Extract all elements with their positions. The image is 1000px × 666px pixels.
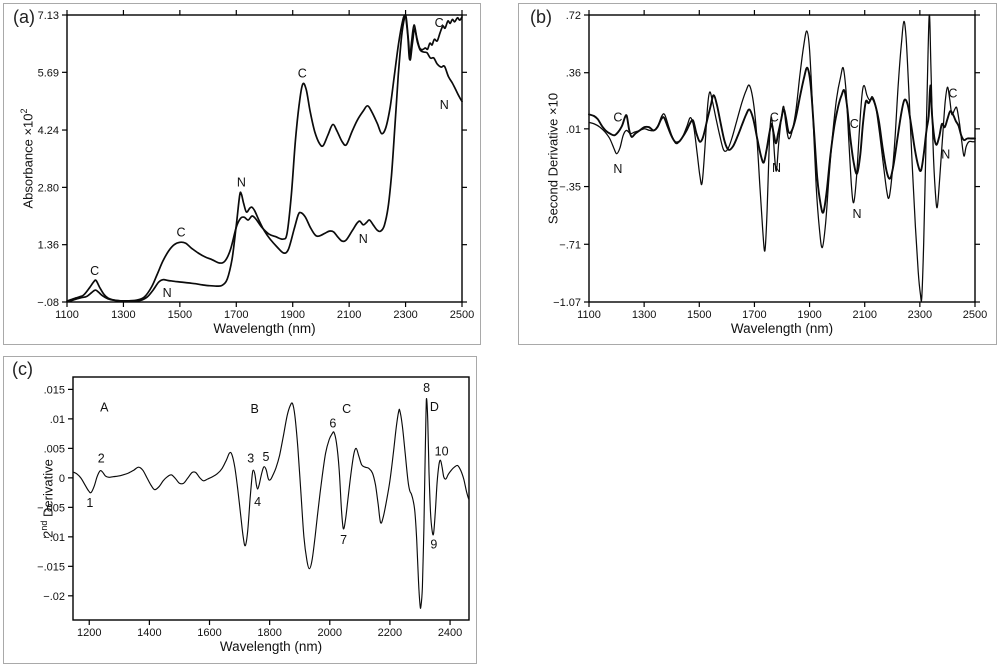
x-tick-label: 1800 — [257, 627, 281, 639]
x-tick-label: 1900 — [797, 309, 821, 321]
annotation-B: B — [250, 402, 258, 416]
x-tick-label: 2300 — [908, 309, 932, 321]
y-tick-label: 5.69 — [38, 67, 59, 79]
plot-frame — [72, 376, 470, 621]
annotation-N: N — [772, 161, 781, 175]
curve-spectrum — [72, 397, 470, 609]
x-tick-label: 1700 — [742, 309, 766, 321]
curve-C — [588, 66, 976, 214]
panel-a-plot: 1100 1300 1500 1700 1900 2100 2300 2500 7.13 5.69… — [37, 10, 474, 321]
panel-a: (a) Absorbance ×102 1100 1300 1500 1700 1900… — [3, 3, 481, 345]
x-tick-label: 1300 — [111, 309, 135, 321]
annotation-N: N — [237, 176, 246, 190]
x-tick-label: 1100 — [577, 309, 601, 321]
panel-c-letter: (c) — [12, 359, 33, 379]
y-tick-label: .015 — [44, 384, 65, 396]
y-tick-label: .005 — [44, 443, 65, 455]
plot-frame — [66, 14, 463, 303]
y-tick-label: .72 — [566, 10, 581, 22]
annotation-C: C — [948, 87, 957, 101]
panel-b-letter: (b) — [530, 7, 552, 27]
panel-b-x-axis-title: Wavelength (nm) — [730, 321, 834, 336]
panel-b: (b) Second Derivative ×10 1100 1300 1500 17… — [518, 3, 997, 345]
annotation-N: N — [163, 286, 172, 300]
x-tick-label: 2200 — [378, 627, 402, 639]
y-tick-label: 0 — [59, 473, 65, 485]
annotation-C: C — [298, 67, 307, 81]
annotation-D: D — [430, 400, 439, 414]
annotation-C: C — [435, 16, 444, 30]
x-tick-label: 1300 — [632, 309, 656, 321]
annotation-2: 2 — [98, 451, 105, 465]
annotation-C: C — [770, 111, 779, 125]
y-tick-label: 2.80 — [38, 182, 59, 194]
x-tick-label: 1100 — [55, 309, 79, 321]
annotation-N: N — [941, 147, 950, 161]
annotation-4: 4 — [254, 495, 261, 509]
annotation-N: N — [440, 98, 449, 112]
annotation-7: 7 — [340, 533, 347, 547]
x-tick-label: 1400 — [137, 627, 161, 639]
annotation-C: C — [613, 111, 622, 125]
x-tick-label: 2100 — [852, 309, 876, 321]
panel-a-x-axis-title: Wavelength (nm) — [213, 321, 316, 336]
annotation-9: 9 — [430, 538, 437, 552]
x-tick-label: 1700 — [224, 309, 248, 321]
annotation-10: 10 — [435, 444, 449, 458]
x-tick-label: 2000 — [318, 627, 342, 639]
y-tick-label: .01 — [50, 414, 65, 426]
y-tick-label: −.71 — [559, 239, 581, 251]
x-tick-label: 2100 — [337, 309, 361, 321]
panel-b-plot: 1100 1300 1500 1700 1900 2100 2300 2500 .72 .36 .0… — [553, 10, 987, 321]
x-tick-label: 2400 — [438, 627, 462, 639]
annotation-C: C — [850, 117, 859, 131]
curve-C — [66, 14, 463, 303]
x-tick-label: 1900 — [280, 309, 304, 321]
y-tick-label: .01 — [566, 124, 581, 136]
annotation-3: 3 — [247, 451, 254, 465]
y-tick-label: 7.13 — [38, 10, 59, 22]
annotation-N: N — [613, 162, 622, 176]
x-tick-label: 1600 — [197, 627, 221, 639]
annotation-8: 8 — [423, 381, 430, 395]
y-tick-label: −.005 — [37, 502, 65, 514]
y-tick-label: −1.07 — [553, 297, 581, 309]
annotation-C: C — [176, 226, 185, 240]
annotation-N: N — [852, 207, 861, 221]
annotation-C: C — [90, 264, 99, 278]
annotation-5: 5 — [263, 450, 270, 464]
y-tick-label: .36 — [566, 68, 581, 80]
x-tick-label: 1500 — [687, 309, 711, 321]
annotation-1: 1 — [86, 496, 93, 510]
y-tick-label: −.35 — [559, 182, 581, 194]
y-tick-label: 4.24 — [38, 125, 59, 137]
y-tick-label: −.08 — [37, 297, 59, 309]
curve-N — [66, 14, 463, 303]
x-tick-label: 2500 — [450, 309, 474, 321]
x-tick-label: 2300 — [393, 309, 417, 321]
y-tick-label: 1.36 — [38, 240, 59, 252]
annotation-A: A — [100, 401, 109, 415]
annotation-N: N — [359, 232, 368, 246]
y-tick-label: −.015 — [37, 561, 65, 573]
plot-frame — [588, 14, 976, 303]
annotation-C: C — [342, 402, 351, 416]
y-tick-label: −.02 — [43, 591, 65, 603]
x-tick-label: 1200 — [77, 627, 101, 639]
y-tick-label: −.01 — [43, 532, 65, 544]
panel-a-letter: (a) — [13, 7, 35, 27]
panel-c-x-axis-title: Wavelength (nm) — [219, 639, 323, 654]
x-tick-label: 2500 — [963, 309, 987, 321]
x-tick-label: 1500 — [168, 309, 192, 321]
panel-c: (c) 2nd Derivative 1200 1400 1600 1800 2000 2… — [3, 356, 477, 664]
curve-N — [588, 14, 976, 302]
annotation-6: 6 — [329, 417, 336, 431]
panel-c-plot: 1200 1400 1600 1800 2000 2200 2400 .015 .01 .005 0… — [37, 376, 470, 639]
